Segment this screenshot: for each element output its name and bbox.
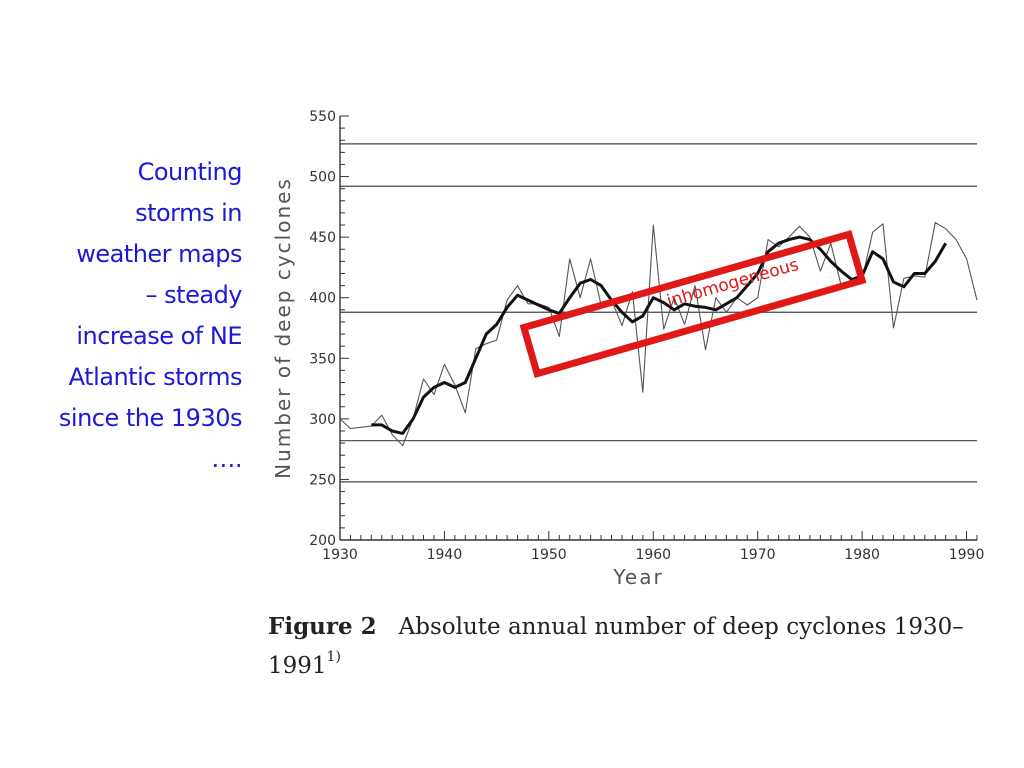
x-tick-label: 1940 — [427, 547, 463, 563]
y-axis-title: Number of deep cyclones — [271, 177, 295, 479]
x-tick-label: 1990 — [949, 547, 985, 563]
slide-text-line: Counting — [137, 158, 243, 186]
slide-text-line: Atlantic storms — [68, 363, 243, 391]
reference-lines — [340, 143, 977, 483]
x-tick-label: 1980 — [844, 547, 880, 563]
slide-text-line: storms in — [135, 199, 242, 227]
slide-text-line: increase of NE — [76, 322, 242, 350]
caption-text: Absolute annual number of deep cyclones … — [268, 614, 964, 679]
x-tick-label: 1970 — [740, 547, 776, 563]
slide-text: Counting storms in weather maps – steady… — [20, 152, 243, 480]
figure-caption: Figure 2 Absolute annual number of deep c… — [268, 612, 1008, 681]
x-tick-label: 1960 — [635, 547, 671, 563]
slide-text-line: since the 1930s — [58, 404, 243, 432]
x-axis: 1930 1940 1950 1960 1970 1980 1990 — [322, 531, 984, 563]
y-tick-label: 200 — [309, 533, 336, 549]
y-tick-label: 500 — [309, 170, 336, 186]
annotation-layer: inhomogeneous — [519, 230, 867, 378]
y-tick-label: 300 — [309, 412, 336, 428]
x-tick-label: 1950 — [531, 547, 567, 563]
inhomogeneous-annotation: inhomogeneous — [519, 230, 867, 378]
y-axis: 200 250 300 350 400 450 500 550 — [309, 109, 349, 549]
x-tick-label: 1930 — [322, 547, 358, 563]
y-tick-label: 350 — [309, 351, 336, 367]
slide-text-line: …. — [211, 445, 242, 473]
cyclone-chart: 1930 1940 1950 1960 1970 1980 1990 200 250 300 35… — [271, 109, 984, 589]
figure-label: Figure 2 — [268, 613, 377, 640]
y-tick-label: 400 — [309, 291, 336, 307]
y-tick-label: 250 — [309, 472, 336, 488]
annotation-box — [519, 230, 867, 378]
slide-text-line: weather maps — [76, 240, 242, 268]
y-tick-label: 450 — [309, 230, 336, 246]
smoothed-series-line — [371, 235, 947, 435]
y-tick-label: 550 — [309, 109, 336, 125]
x-axis-title: Year — [612, 565, 663, 589]
plot-frame — [339, 116, 977, 541]
annual-series-line — [339, 222, 978, 447]
caption-superscript: 1) — [326, 649, 341, 665]
series-layer — [339, 222, 978, 447]
slide-text-line: – steady — [145, 281, 243, 309]
